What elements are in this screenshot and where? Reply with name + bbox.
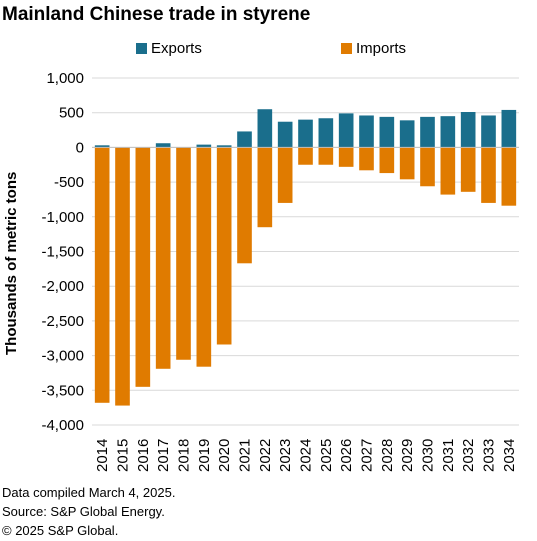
legend-label-imports: Imports: [356, 40, 407, 57]
legend-item-exports: Exports: [136, 40, 202, 57]
x-tick-label: 2030: [420, 439, 437, 472]
legend-label-exports: Exports: [151, 40, 202, 57]
legend-swatch-exports: [136, 43, 147, 54]
bar-imports-2029: [399, 147, 415, 180]
x-tick-label: 2017: [155, 439, 172, 472]
x-tick-label: 2020: [216, 439, 233, 472]
bar-exports-2027: [359, 115, 374, 148]
bar-exports-2026: [338, 113, 354, 148]
y-tick-label: 500: [59, 105, 84, 122]
x-tick-label: 2018: [176, 439, 193, 472]
bar-imports-2019: [196, 147, 212, 367]
y-tick-label: 0: [76, 139, 84, 156]
x-tick-label: 2031: [440, 439, 457, 472]
bar-imports-2016: [135, 147, 151, 387]
y-tick-label: -1,500: [41, 244, 84, 261]
bar-imports-2022: [257, 147, 273, 228]
bar-imports-2014: [94, 147, 110, 403]
bar-imports-2023: [277, 147, 293, 203]
bar-exports-2030: [420, 116, 435, 148]
bar-imports-2028: [379, 147, 395, 174]
bar-imports-2033: [481, 147, 496, 203]
x-tick-label: 2028: [379, 439, 396, 472]
bar-exports-2033: [481, 115, 496, 148]
y-tick-label: -1,000: [41, 209, 84, 226]
bar-imports-2020: [216, 147, 232, 345]
bar-imports-2018: [176, 147, 191, 360]
x-tick-label: 2032: [460, 439, 477, 472]
y-tick-label: -3,000: [41, 348, 84, 365]
bar-exports-2019: [196, 144, 212, 148]
bar-imports-2031: [440, 147, 456, 195]
bar-imports-2032: [460, 147, 476, 192]
chart-title: Mainland Chinese trade in styrene: [2, 4, 311, 25]
bar-exports-2017: [155, 143, 171, 148]
y-tick-label: -2,000: [41, 278, 84, 295]
bar-exports-2028: [379, 116, 395, 148]
bar-imports-2034: [501, 147, 517, 206]
bar-exports-2022: [257, 109, 273, 148]
bar-exports-2025: [318, 118, 334, 148]
x-tick-label: 2034: [501, 439, 518, 472]
y-tick-label: -500: [54, 174, 84, 191]
x-tick-label: 2015: [115, 439, 132, 472]
bar-exports-2029: [399, 120, 415, 148]
bar-exports-2032: [460, 112, 476, 148]
footer-copyright: © 2025 S&P Global.: [2, 523, 119, 538]
bar-exports-2023: [277, 121, 293, 148]
x-tick-label: 2024: [298, 439, 315, 472]
legend: Exports Imports: [0, 40, 537, 60]
x-tick-label: 2033: [481, 439, 498, 472]
x-tick-label: 2027: [359, 439, 376, 472]
x-tick-label: 2014: [94, 439, 111, 472]
legend-item-imports: Imports: [341, 40, 406, 57]
bar-imports-2030: [420, 147, 435, 187]
bar-imports-2021: [237, 147, 252, 264]
bar-imports-2024: [298, 147, 313, 165]
x-tick-label: 2029: [399, 439, 416, 472]
y-tick-label: 1,000: [46, 70, 84, 87]
x-tick-label: 2022: [257, 439, 274, 472]
bar-exports-2034: [501, 109, 517, 148]
legend-swatch-imports: [341, 43, 352, 54]
y-tick-label: -4,000: [41, 417, 84, 434]
bar-imports-2027: [359, 147, 374, 171]
bar-exports-2014: [94, 145, 110, 148]
x-tick-label: 2025: [318, 439, 335, 472]
footer-compiled-date: Data compiled March 4, 2025.: [2, 485, 176, 500]
bar-imports-2026: [338, 147, 354, 167]
bar-exports-2021: [237, 131, 252, 148]
bar-imports-2015: [115, 147, 130, 406]
bar-imports-2017: [155, 147, 171, 369]
bar-imports-2025: [318, 147, 334, 165]
bar-exports-2020: [216, 145, 232, 148]
y-tick-label: -3,500: [41, 382, 84, 399]
x-tick-label: 2026: [338, 439, 355, 472]
bar-exports-2031: [440, 116, 456, 148]
x-tick-label: 2019: [196, 439, 213, 472]
x-tick-label: 2021: [237, 439, 254, 472]
y-tick-label: -2,500: [41, 313, 84, 330]
footer-source: Source: S&P Global Energy.: [2, 504, 165, 519]
bar-exports-2024: [298, 119, 313, 148]
x-tick-label: 2016: [135, 439, 152, 472]
x-tick-label: 2023: [277, 439, 294, 472]
